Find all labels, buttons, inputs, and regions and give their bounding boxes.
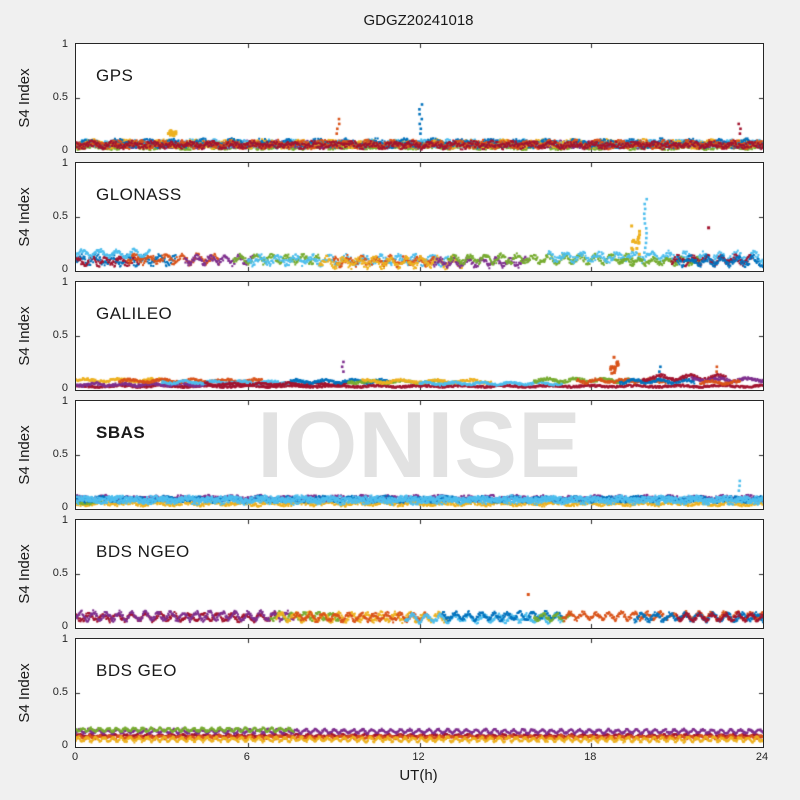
ytick-label: 1 [61, 633, 68, 645]
ytick-label: 0 [61, 739, 68, 751]
ytick-label: 0.5 [52, 686, 68, 698]
panel-label-glonass: GLONASS [96, 185, 182, 204]
panel-label-gps: GPS [96, 66, 134, 85]
ytick-label: 1 [61, 38, 68, 50]
ytick-label: 0 [61, 620, 68, 632]
panel-label-sbas: SBAS [96, 423, 146, 442]
ytick-label: 0.5 [52, 91, 68, 103]
ytick-label: 0.5 [52, 448, 68, 460]
ytick-label: 0.5 [52, 567, 68, 579]
xtick-label: 0 [71, 751, 79, 763]
ytick-label: 0 [61, 382, 68, 394]
ytick-label: 0 [61, 263, 68, 275]
y-axis-label: S4 Index [16, 544, 33, 604]
bds-ngeo-plot-area [76, 520, 763, 628]
x-axis-ticks: 0 6 12 18 24 [0, 751, 800, 765]
y-axis-label: S4 Index [16, 306, 33, 366]
subplot-glonass: 1 0.5 0 S4 Index GLONASS [16, 157, 764, 275]
bds-geo-plot-area [76, 639, 763, 747]
subplot-sbas: 1 0.5 0 S4 Index IONISE SBAS [16, 395, 764, 513]
ytick-label: 1 [61, 157, 68, 169]
ytick-label: 1 [61, 276, 68, 288]
ytick-label: 0 [61, 144, 68, 156]
panel-label-bds-geo: BDS GEO [96, 661, 177, 680]
xtick-label: 6 [243, 751, 250, 763]
xtick-label: 12 [412, 751, 425, 763]
y-axis-label: S4 Index [16, 68, 33, 128]
subplot-galileo: 1 0.5 0 S4 Index GALILEO [16, 276, 764, 394]
ytick-label: 0.5 [52, 329, 68, 341]
subplot-gps: 1 0.5 0 S4 Index GPS [16, 38, 764, 156]
xtick-label: 18 [584, 751, 597, 763]
ytick-label: 0.5 [52, 210, 68, 222]
sbas-plot-area [76, 401, 763, 509]
y-axis-label: S4 Index [16, 663, 33, 723]
ytick-label: 1 [61, 395, 68, 407]
galileo-plot-area [76, 282, 763, 390]
page-title: GDGZ20241018 [363, 12, 474, 29]
xtick-label: 24 [755, 751, 769, 763]
x-axis-label: UT(h) [399, 767, 438, 784]
glonass-plot-area [76, 163, 763, 271]
panel-label-bds-ngeo: BDS NGEO [96, 542, 190, 561]
gps-plot-area [76, 44, 763, 152]
panel-label-galileo: GALILEO [96, 304, 173, 323]
y-axis-label: S4 Index [16, 187, 33, 247]
subplot-bds-geo: 1 0.5 0 S4 Index BDS GEO [16, 633, 764, 751]
y-axis-label: S4 Index [16, 425, 33, 485]
ytick-label: 0 [61, 501, 68, 513]
ytick-label: 1 [61, 514, 68, 526]
subplot-bds-ngeo: 1 0.5 0 S4 Index BDS NGEO [16, 514, 764, 632]
